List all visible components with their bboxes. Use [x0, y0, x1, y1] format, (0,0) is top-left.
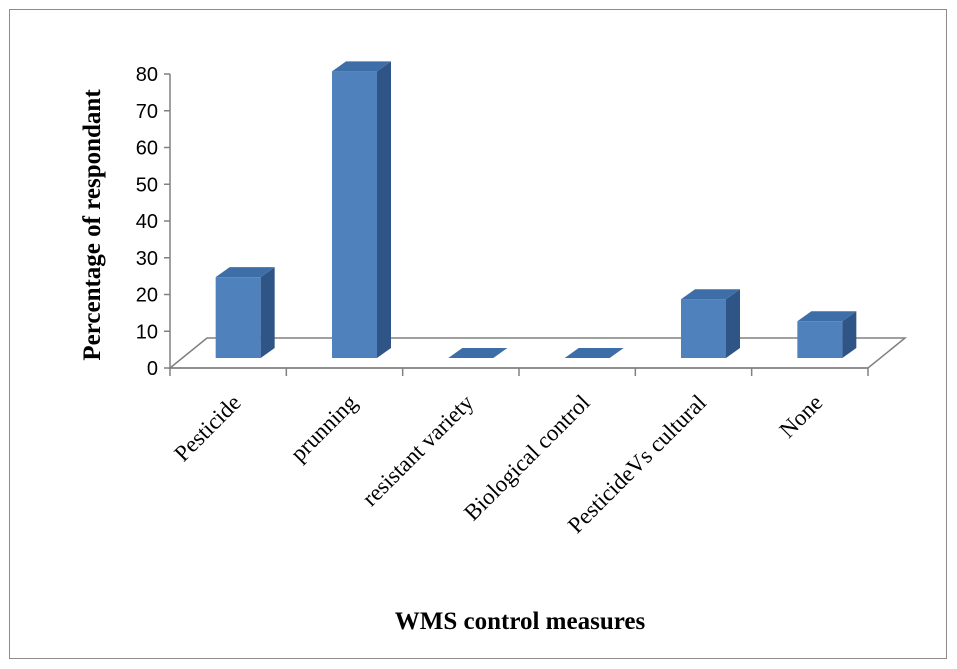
bar: [681, 289, 740, 358]
x-tick-label: resistant variety: [357, 390, 478, 511]
chart-frame: [9, 9, 947, 659]
x-axis-title: WMS control measures: [395, 608, 646, 635]
x-tick-label: None: [774, 390, 827, 443]
bar-top: [448, 348, 508, 358]
x-tick-label: Biological control: [459, 390, 595, 526]
bar-side: [726, 289, 740, 358]
bar: [564, 348, 624, 358]
bar: [448, 348, 508, 358]
y-tick-label: 40: [136, 211, 158, 233]
bar-top: [564, 348, 624, 358]
bar-side: [842, 311, 857, 358]
bar-front: [681, 299, 726, 358]
bar-front: [797, 321, 843, 358]
y-tick-label: 30: [136, 248, 158, 270]
bar: [797, 311, 857, 358]
y-tick-label: 10: [136, 321, 158, 343]
x-tick-label: prunning: [286, 390, 363, 467]
y-tick-label: 50: [136, 174, 158, 196]
bar-top: [681, 289, 740, 300]
bar: [332, 61, 391, 358]
y-tick-label: 0: [147, 358, 158, 380]
y-tick-label: 60: [136, 138, 158, 160]
bar-front: [215, 277, 261, 358]
y-axis-title: Percentage of respondant: [79, 89, 106, 361]
bar-front: [332, 71, 377, 358]
bar-top: [332, 61, 391, 72]
y-tick-label: 70: [136, 101, 158, 123]
bar-top: [797, 311, 857, 322]
x-tick-label: Pesticide: [169, 390, 245, 466]
bar-side: [377, 61, 391, 358]
bar-top: [215, 267, 275, 278]
bar: [215, 267, 275, 358]
chart-floor: [167, 337, 908, 369]
y-tick-label: 20: [136, 285, 158, 307]
bar-side: [260, 267, 275, 358]
y-tick-label: 80: [136, 64, 158, 86]
